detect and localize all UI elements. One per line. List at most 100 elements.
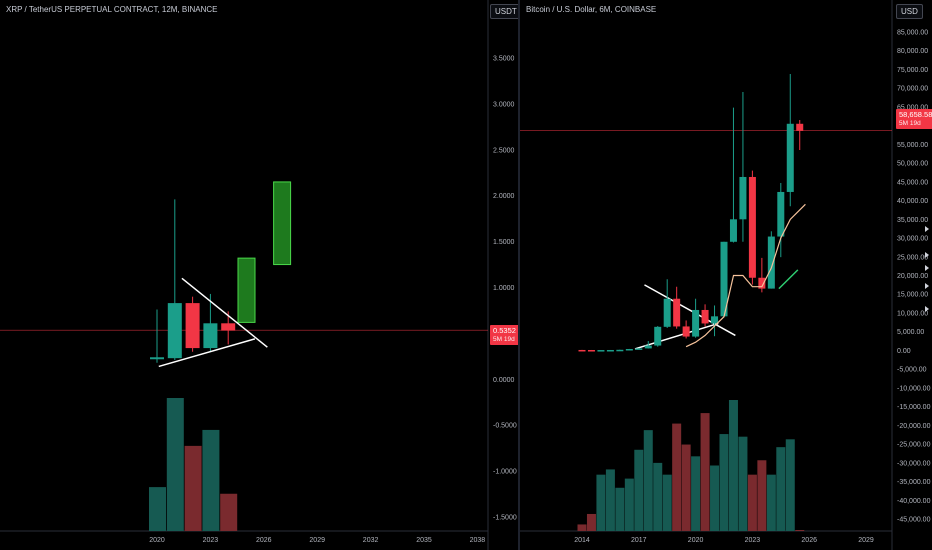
btc-candle-body <box>606 349 614 352</box>
btc-volume-bar <box>728 400 738 531</box>
btc-volume-bar <box>634 449 644 531</box>
btc-price-tick-label: 50,000.00 <box>897 161 928 168</box>
btc-volume-bar <box>776 447 786 531</box>
xrp-price-tick-label: 3.0000 <box>493 101 515 108</box>
btc-volume-bar <box>643 430 653 531</box>
btc-price-tick-label: -10,000.00 <box>897 385 931 392</box>
xrp-time-tick-label: 2029 <box>309 537 325 544</box>
btc-candle-body <box>739 176 747 220</box>
btc-candle-body <box>701 309 709 324</box>
xrp-volume-bar <box>202 429 220 531</box>
btc-time-tick-label: 2017 <box>631 537 647 544</box>
btc-candle-body <box>758 277 766 289</box>
btc-volume-bar <box>596 474 606 531</box>
btc-last-price-badge: 58,658.58 5M 19d <box>896 109 932 129</box>
xrp-volume-bar <box>149 487 166 531</box>
xrp-price-tick-label: -1.0000 <box>493 469 517 476</box>
currency-button-usdt[interactable]: USDT <box>490 4 522 19</box>
btc-price-tick-label: -40,000.00 <box>897 498 931 505</box>
xrp-bar-countdown: 5M 19d <box>493 336 515 343</box>
btc-volume-bar <box>662 474 672 531</box>
xrp-price-tick-label: -0.5000 <box>493 423 517 430</box>
btc-price-tick-label: 70,000.00 <box>897 86 928 93</box>
btc-candle-body <box>748 176 756 278</box>
btc-volume-bar <box>719 434 729 531</box>
xrp-last-price-badge: 0.5352 5M 19d <box>490 325 519 345</box>
btc-price-tick-label: 0.00 <box>897 348 911 355</box>
btc-price-tick-label: 25,000.00 <box>897 254 928 261</box>
xrp-time-tick-label: 2038 <box>470 537 486 544</box>
btc-price-tick-label: 10,000.00 <box>897 310 928 317</box>
btc-price-tick-label: 40,000.00 <box>897 198 928 205</box>
xrp-time-tick-label: 2023 <box>203 537 219 544</box>
btc-candle-body <box>729 219 737 242</box>
btc-price-tick-label: 20,000.00 <box>897 273 928 280</box>
btc-axis-marker-icon <box>925 306 929 312</box>
btc-price-tick-label: -15,000.00 <box>897 404 931 411</box>
btc-price-tick-label: 5,000.00 <box>897 329 924 336</box>
btc-axis-marker-icon <box>925 252 929 258</box>
btc-trendline <box>644 284 736 337</box>
xrp-chart-canvas[interactable]: 3.5000 3.0000 2.5000 2.0000 1.5000 1.0000 0.00… <box>0 0 518 550</box>
btc-volume-bar <box>681 444 691 531</box>
btc-volume-bar <box>757 460 767 531</box>
btc-time-tick-label: 2026 <box>801 537 817 544</box>
btc-time-tick-label: 2023 <box>745 537 761 544</box>
btc-chart-pane[interactable]: 85,000.00 80,000.00 75,000.00 70,000.00 65,0… <box>520 0 932 550</box>
btc-price-tick-label: 85,000.00 <box>897 30 928 37</box>
btc-price-tick-label: 80,000.00 <box>897 48 928 55</box>
btc-price-tick-label: -35,000.00 <box>897 479 931 486</box>
xrp-time-tick-label: 2032 <box>363 537 379 544</box>
btc-price-tick-label: -45,000.00 <box>897 517 931 524</box>
btc-volume-bar <box>672 423 682 531</box>
xrp-time-tick-label: 2035 <box>416 537 432 544</box>
xrp-volume-bar <box>184 445 202 531</box>
btc-price-tick-label: -25,000.00 <box>897 442 931 449</box>
xrp-candle-body <box>150 357 164 360</box>
xrp-trendline <box>158 338 256 368</box>
btc-price-tick-label: 15,000.00 <box>897 292 928 299</box>
btc-candle-body <box>616 349 624 352</box>
xrp-price-tick-label: 1.0000 <box>493 285 515 292</box>
btc-candle-body <box>777 191 785 237</box>
xrp-chart-pane[interactable]: 3.5000 3.0000 2.5000 2.0000 1.5000 1.0000 0.00… <box>0 0 522 550</box>
btc-price-tick-label: 45,000.00 <box>897 179 928 186</box>
btc-axis-marker-icon <box>925 283 929 289</box>
xrp-price-tick-label: 3.5000 <box>493 56 515 63</box>
xrp-trendline <box>181 277 268 348</box>
btc-candle-body <box>720 241 728 317</box>
btc-price-tick-label: 30,000.00 <box>897 236 928 243</box>
pane-divider[interactable] <box>518 0 520 550</box>
xrp-price-tick-label: 0.0000 <box>493 377 515 384</box>
btc-candle-body <box>767 236 775 289</box>
btc-candle-body <box>625 348 633 351</box>
btc-chart-title: Bitcoin / U.S. Dollar, 6M, COINBASE <box>526 5 657 14</box>
btc-volume-bar <box>700 413 710 531</box>
btc-candle-body <box>692 309 700 337</box>
btc-time-tick-label: 2014 <box>574 537 590 544</box>
btc-volume-bar <box>615 487 625 531</box>
btc-price-tick-label: 35,000.00 <box>897 217 928 224</box>
btc-volume-bar <box>738 436 748 531</box>
btc-volume-bar <box>577 524 587 531</box>
btc-volume-bar <box>605 469 615 531</box>
btc-volume-bar <box>691 456 701 531</box>
btc-volume-bar <box>785 439 795 531</box>
btc-candle-body <box>644 345 652 349</box>
currency-button-usd[interactable]: USD <box>896 4 923 19</box>
btc-candle-body <box>597 350 605 352</box>
xrp-chart-title: XRP / TetherUS PERPETUAL CONTRACT, 12M, … <box>6 5 218 14</box>
btc-price-tick-label: 75,000.00 <box>897 67 928 74</box>
btc-volume-bar <box>653 462 663 531</box>
btc-candle-body <box>587 350 595 352</box>
xrp-projection-box <box>273 181 292 266</box>
btc-price-tick-label: -20,000.00 <box>897 423 931 430</box>
btc-chart-canvas[interactable]: 85,000.00 80,000.00 75,000.00 70,000.00 65,0… <box>520 0 932 550</box>
btc-candle-body <box>635 348 643 350</box>
xrp-candle-body <box>167 303 182 359</box>
btc-moving-average-line <box>685 203 806 348</box>
btc-price-tick-label: -5,000.00 <box>897 367 927 374</box>
btc-volume-bar <box>795 530 805 531</box>
btc-trendline <box>634 322 719 350</box>
xrp-price-tick-label: 1.5000 <box>493 239 515 246</box>
